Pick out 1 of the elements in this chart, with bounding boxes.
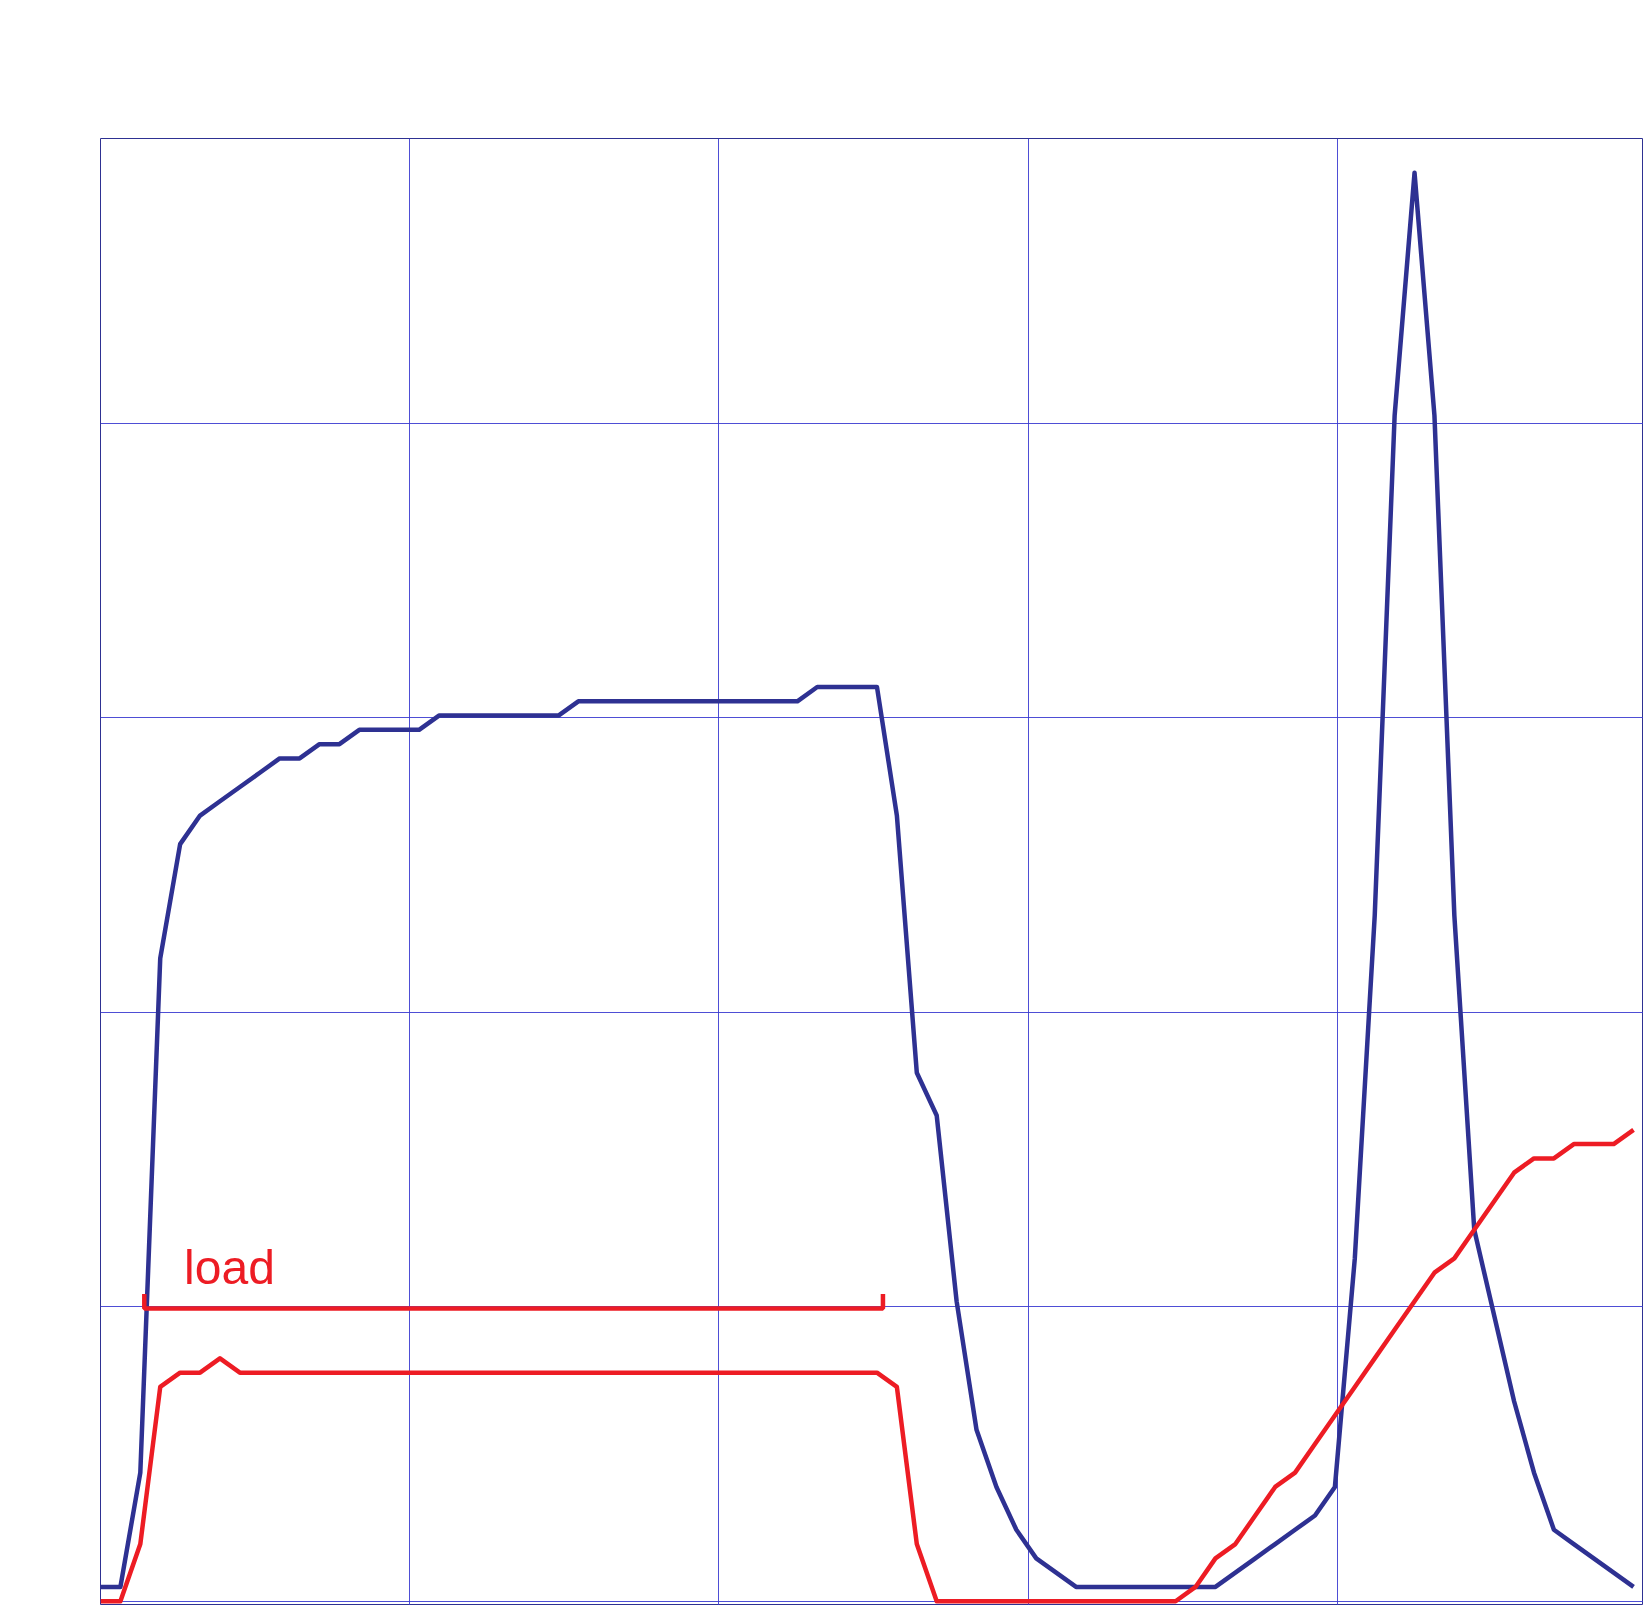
annotation: load (184, 1241, 275, 1295)
